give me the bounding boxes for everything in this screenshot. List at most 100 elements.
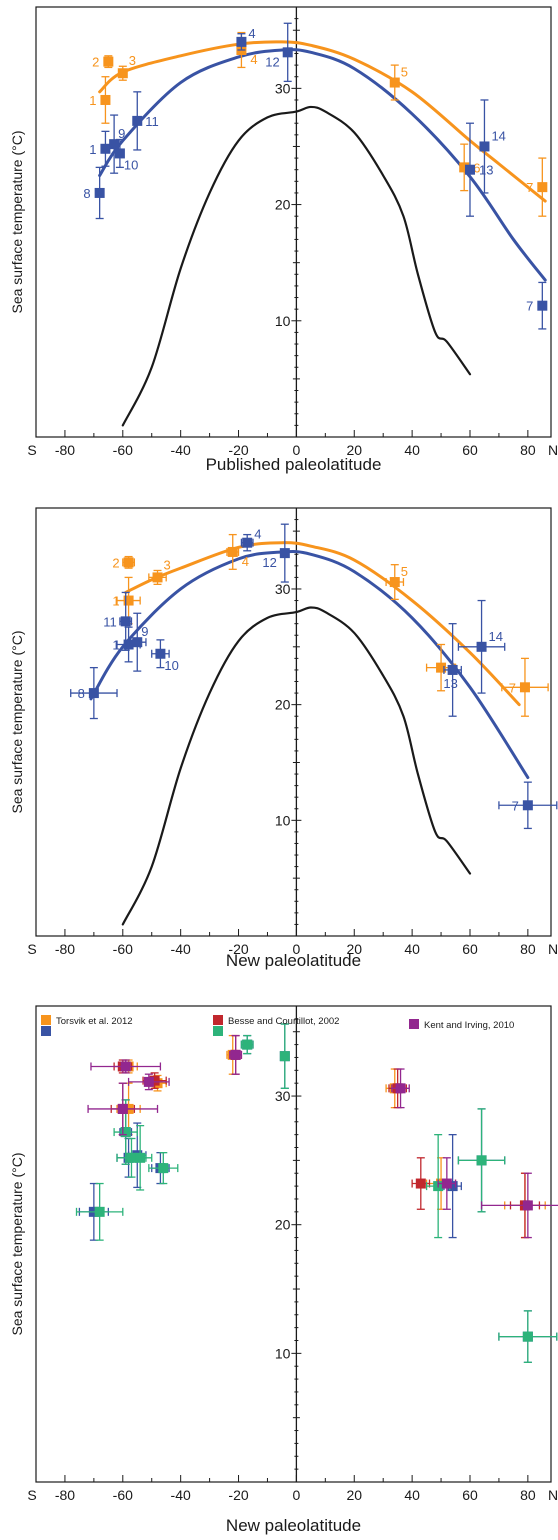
point-marker	[242, 1039, 253, 1050]
blue-data-point: 8	[70, 666, 118, 720]
red-data-point	[142, 1072, 167, 1089]
point-label: 6	[473, 160, 480, 175]
point-marker	[436, 662, 447, 673]
point-marker	[94, 187, 105, 198]
point-marker	[143, 1076, 154, 1087]
x-tick-label: 20	[346, 442, 362, 458]
point-label: 1	[112, 637, 119, 652]
x-tick-label: 0	[292, 1487, 300, 1503]
blue-data-point: 8	[83, 166, 105, 220]
y-tick-label: 10	[275, 313, 291, 329]
chart-legend: Torsvik et al. 2012 Besse and Courtillot,…	[41, 1015, 514, 1036]
orange-data-point: 2	[112, 555, 136, 570]
point-marker	[103, 56, 114, 67]
point-marker	[114, 148, 125, 159]
green-data-point	[457, 1108, 506, 1213]
point-label: 13	[479, 163, 493, 178]
y-tick-label: 30	[275, 80, 291, 96]
blue-data-point: 10	[114, 138, 138, 172]
x-tick-label: 20	[346, 1487, 362, 1503]
point-label: 7	[512, 798, 519, 813]
orange-data-point: 3	[148, 557, 171, 585]
blue-data-point: 1	[89, 130, 111, 167]
orange-data-point: 5	[389, 64, 408, 101]
point-marker	[464, 164, 475, 175]
x-tick-label: -20	[228, 1487, 248, 1503]
blue-data-point: 7	[526, 281, 548, 330]
x-tick-label: -80	[55, 941, 75, 957]
x-tick-label: 60	[462, 442, 478, 458]
purple-data-point	[480, 1172, 558, 1239]
x-tick-label: -20	[228, 442, 248, 458]
orange-data-point: 2	[92, 55, 114, 70]
point-label: 14	[491, 128, 505, 143]
point-marker	[415, 1178, 426, 1189]
point-marker	[522, 1200, 533, 1211]
point-label: 11	[145, 114, 159, 129]
point-marker	[158, 1163, 169, 1174]
point-marker	[117, 68, 128, 79]
point-label: 1	[89, 142, 96, 157]
point-label: 1	[89, 93, 96, 108]
legend-swatch	[213, 1026, 223, 1036]
legend-label: Besse and Courtillot, 2002	[228, 1016, 339, 1027]
point-marker	[152, 572, 163, 583]
point-marker	[132, 115, 143, 126]
orange-data-point: 7	[526, 157, 548, 217]
y-tick-label: 30	[275, 581, 291, 597]
axis-curve	[121, 105, 472, 427]
x-tick-label: N	[548, 442, 558, 458]
point-marker	[236, 36, 247, 47]
x-tick-label: N	[548, 941, 558, 957]
point-marker	[389, 77, 400, 88]
point-marker	[279, 548, 290, 559]
x-tick-label: -80	[55, 442, 75, 458]
y-axis-title: Sea surface temperature (°C)	[9, 130, 25, 313]
point-label: 10	[124, 157, 138, 172]
orange-data-point: 3	[117, 53, 136, 81]
point-label: 14	[489, 629, 503, 644]
point-marker	[100, 143, 111, 154]
x-axis-title: New paleolatitude	[226, 951, 361, 970]
blue-data-point: 12	[265, 22, 293, 83]
point-marker	[537, 300, 548, 311]
orange-data-point: 5	[385, 564, 408, 601]
x-tick-label: 20	[346, 941, 362, 957]
point-marker	[242, 537, 253, 548]
legend-swatch	[409, 1019, 419, 1029]
point-marker	[389, 577, 400, 588]
point-marker	[282, 47, 293, 58]
purple-data-point	[127, 1073, 170, 1091]
x-tick-label: S	[27, 941, 36, 957]
purple-data-point	[90, 1059, 162, 1074]
orange-data-point: 7	[501, 657, 549, 717]
point-marker	[149, 1075, 160, 1086]
point-label: 8	[78, 686, 85, 701]
legend-entry: Kent and Irving, 2010	[409, 1019, 514, 1031]
orange-curve	[124, 541, 521, 707]
y-axis-title: Sea surface temperature (°C)	[9, 1152, 25, 1335]
point-label: 11	[103, 614, 117, 629]
point-label: 13	[443, 676, 457, 691]
blue-data-point: 11	[132, 91, 159, 151]
plot-frame	[35, 507, 552, 937]
x-tick-label: 0	[292, 941, 300, 957]
y-axis-title: Sea surface temperature (°C)	[9, 630, 25, 813]
x-tick-label: 40	[404, 442, 420, 458]
legend-label: Torsvik et al. 2012	[56, 1016, 133, 1027]
purple-data-point	[437, 1157, 457, 1210]
plot-frame	[35, 1005, 552, 1483]
axis-curve	[121, 606, 472, 926]
x-axis-title: Published paleolatitude	[206, 455, 382, 474]
point-marker	[479, 141, 490, 152]
point-marker	[155, 648, 166, 659]
point-label: 7	[526, 299, 533, 314]
point-marker	[476, 641, 487, 652]
x-tick-label: 60	[462, 1487, 478, 1503]
green-data-point	[279, 1023, 290, 1089]
x-tick-label: S	[27, 1487, 36, 1503]
x-tick-label: -20	[228, 941, 248, 957]
point-label: 7	[509, 680, 516, 695]
point-label: 5	[401, 65, 408, 80]
point-marker	[447, 664, 458, 675]
